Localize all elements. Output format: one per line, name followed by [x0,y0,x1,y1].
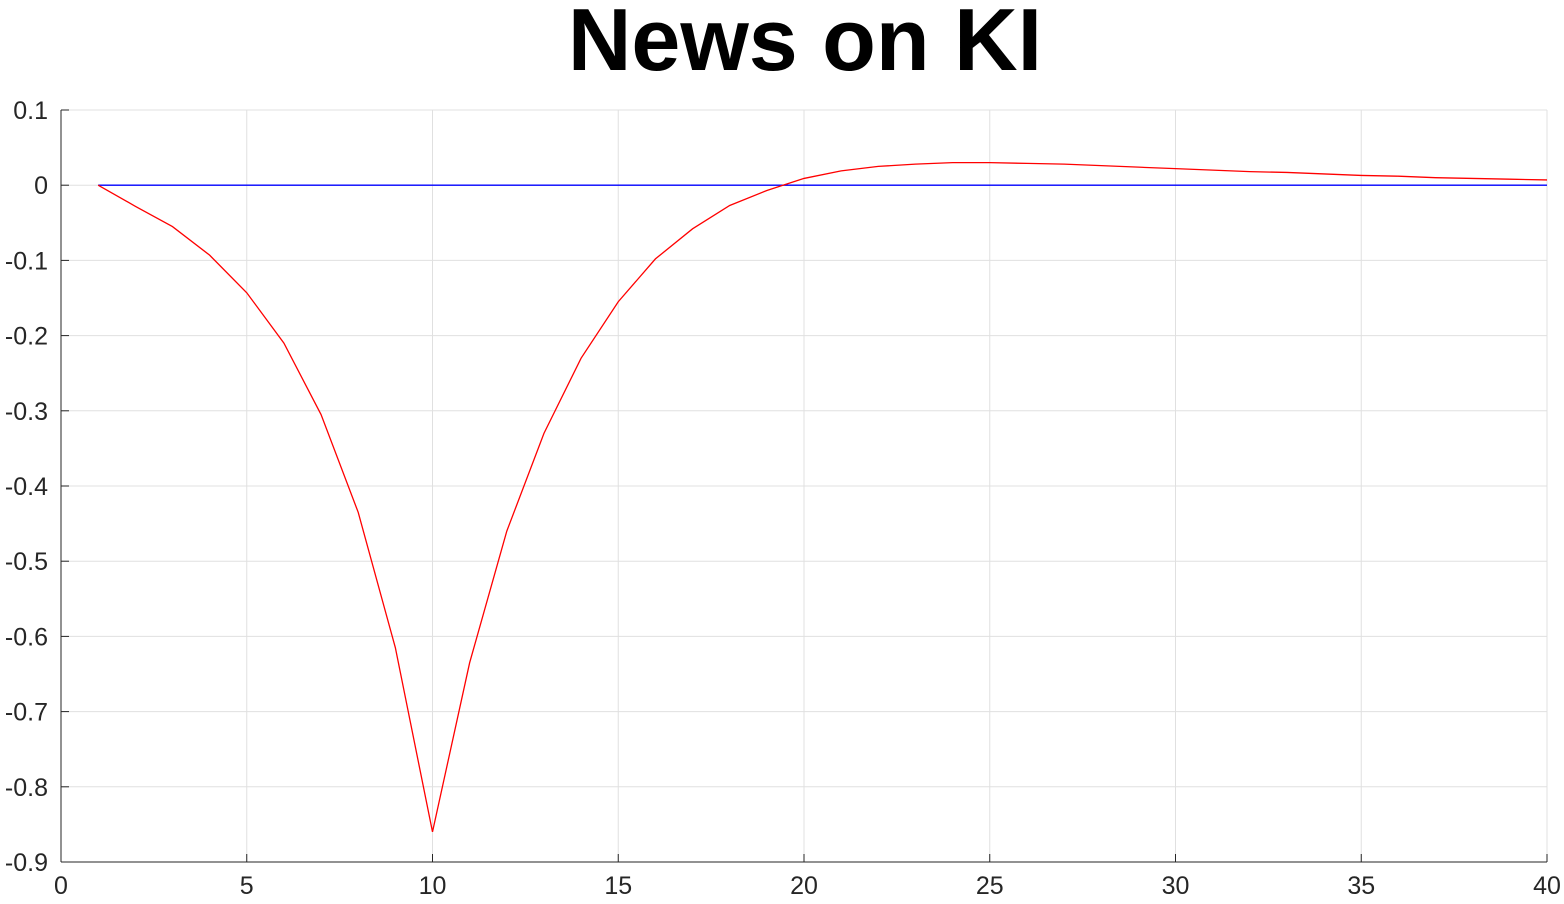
grid [60,109,1548,863]
y-tick-label: -0.7 [5,699,48,727]
x-tick-label: 15 [604,872,632,900]
x-tick-label: 40 [1533,872,1561,900]
x-tick-label: 25 [976,872,1004,900]
y-tick-label: -0.3 [5,398,48,426]
x-axis-ticks: 0 5 10 15 20 25 30 35 40 [54,854,1561,900]
x-tick-label: 0 [54,872,68,900]
y-axis-ticks: 0.1 0 -0.1 -0.2 -0.3 -0.4 -0.5 -0.6 -0.7 -0.8 -0.9 [5,97,69,877]
series-line-response [97,161,1548,833]
y-tick-label: -0.5 [5,548,48,576]
y-tick-label: -0.1 [5,247,48,275]
x-tick-label: 20 [790,872,818,900]
y-tick-label: -0.4 [5,473,48,501]
y-tick-label: -0.2 [5,323,48,351]
x-tick-label: 30 [1162,872,1190,900]
x-tick-label: 10 [419,872,447,900]
x-tick-label: 5 [240,872,254,900]
series-group [97,161,1548,833]
y-tick-label: -0.9 [5,849,48,877]
x-tick-label: 35 [1347,872,1375,900]
y-tick-label: -0.8 [5,774,48,802]
y-tick-label: 0 [34,172,48,200]
chart-title: News on KI [568,0,1042,89]
y-tick-label: -0.6 [5,623,48,651]
y-tick-label: 0.1 [13,97,48,125]
